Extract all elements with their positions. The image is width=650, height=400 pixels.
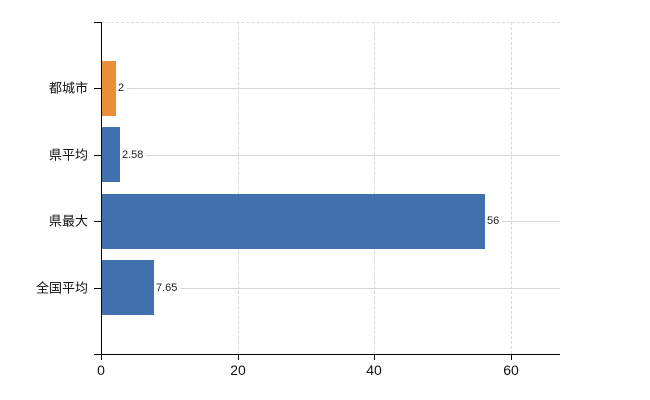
bar: [102, 194, 485, 249]
gridline-vertical: [374, 22, 376, 354]
category-label: 全国平均: [35, 280, 88, 296]
category-tick: [94, 88, 101, 89]
x-tick: [511, 355, 512, 360]
bar: [102, 127, 120, 182]
x-tick-label: 60: [503, 362, 519, 378]
plot-top-border: [101, 22, 560, 23]
category-tick: [94, 288, 101, 289]
category-tick: [94, 221, 101, 222]
x-axis: [94, 354, 560, 355]
gridline-horizontal: [102, 88, 560, 89]
x-tick-label: 40: [366, 362, 382, 378]
x-tick: [374, 355, 375, 360]
x-tick-label: 20: [230, 362, 246, 378]
bar-value-label: 2: [116, 82, 128, 94]
gridline-vertical: [237, 22, 239, 354]
x-tick: [101, 355, 102, 360]
gridline-horizontal: [102, 155, 560, 156]
category-label: 都城市: [48, 80, 88, 96]
bar: [102, 61, 116, 116]
x-tick: [238, 355, 239, 360]
bar-value-label: 56: [485, 215, 503, 227]
bar-value-label: 7.65: [154, 282, 181, 294]
gridline-horizontal: [102, 288, 560, 289]
category-label: 県平均: [48, 147, 88, 163]
gridline-vertical: [510, 22, 512, 354]
bar-value-label: 2.58: [120, 149, 147, 161]
x-tick-label: 0: [97, 362, 105, 378]
category-label: 県最大: [48, 213, 88, 229]
bar: [102, 260, 154, 315]
category-tick: [94, 155, 101, 156]
y-axis-top-tick: [94, 22, 101, 23]
y-axis: [101, 22, 102, 354]
